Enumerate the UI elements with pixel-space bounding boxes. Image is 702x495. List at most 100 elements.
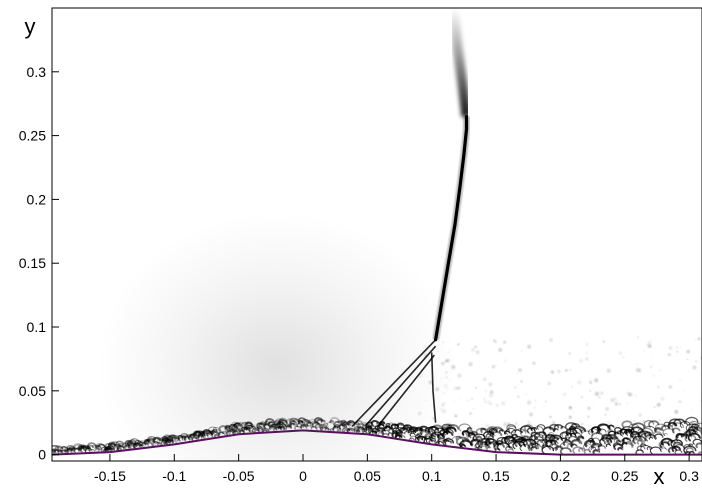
boundary-layer-eddy xyxy=(66,445,75,451)
boundary-layer-eddy xyxy=(491,431,503,439)
flow-speckle xyxy=(594,391,600,396)
flow-speckle xyxy=(443,392,446,395)
flow-speckle xyxy=(514,422,518,425)
flow-speckle xyxy=(674,410,679,415)
boundary-layer-eddy xyxy=(461,438,468,443)
flow-speckle xyxy=(659,369,662,372)
flow-speckle xyxy=(643,349,646,352)
boundary-layer-eddy xyxy=(390,423,399,429)
boundary-layer-eddy xyxy=(371,427,379,433)
flow-speckle xyxy=(686,358,688,361)
boundary-layer-eddy xyxy=(559,447,572,455)
flow-speckle xyxy=(503,340,507,344)
flow-speckle xyxy=(447,422,452,427)
boundary-layer-eddy xyxy=(585,441,594,447)
boundary-layer-eddy xyxy=(225,430,235,436)
boundary-layer-eddy xyxy=(572,425,586,435)
boundary-layer-eddy xyxy=(546,440,553,445)
flow-speckle xyxy=(475,386,478,389)
boundary-layer-eddy xyxy=(520,430,530,437)
boundary-layer-eddy xyxy=(470,431,478,436)
boundary-layer-eddy xyxy=(333,420,343,428)
boundary-layer-eddy xyxy=(358,426,365,431)
flow-speckle xyxy=(447,388,449,390)
boundary-layer-eddy xyxy=(289,423,299,429)
flow-speckle xyxy=(658,419,661,422)
boundary-layer-eddy xyxy=(332,425,339,430)
boundary-layer-eddy xyxy=(358,428,365,433)
boundary-layer-eddy xyxy=(70,447,76,452)
boundary-layer-eddy xyxy=(143,439,150,444)
boundary-layer-eddy xyxy=(692,438,702,445)
boundary-layer-eddy xyxy=(256,422,265,429)
boundary-layer-eddy xyxy=(572,446,584,454)
boundary-layer-eddy xyxy=(445,440,452,445)
boundary-layer-eddy xyxy=(197,433,203,438)
boundary-layer-eddy xyxy=(415,434,422,439)
boundary-layer-eddy xyxy=(391,431,401,439)
boundary-layer-eddy xyxy=(145,439,150,443)
boundary-layer-eddy xyxy=(571,439,582,447)
boundary-layer-eddy xyxy=(434,434,441,440)
boundary-layer-eddy xyxy=(341,427,351,434)
flow-speckle xyxy=(441,361,445,366)
boundary-layer-eddy xyxy=(68,446,74,450)
boundary-layer-eddy xyxy=(229,429,236,434)
flow-speckle xyxy=(528,423,532,427)
lambda-shock-foot xyxy=(376,354,435,427)
flow-speckle xyxy=(596,424,598,427)
main-shock-halo xyxy=(432,116,470,341)
boundary-layer-eddy xyxy=(603,437,616,445)
boundary-layer-eddy xyxy=(410,435,417,441)
boundary-layer-eddy xyxy=(97,448,104,453)
boundary-layer-eddy xyxy=(329,428,335,432)
boundary-layer-eddy xyxy=(170,435,177,440)
boundary-layer-eddy xyxy=(643,425,656,435)
boundary-layer-eddy xyxy=(95,445,102,450)
boundary-layer-eddy xyxy=(589,439,595,444)
boundary-layer-eddy xyxy=(156,442,162,446)
boundary-layer-eddy xyxy=(475,427,487,436)
boundary-layer-eddy xyxy=(433,427,446,436)
boundary-layer-eddy xyxy=(475,435,483,441)
boundary-layer-eddy xyxy=(79,445,87,451)
boundary-layer-eddy xyxy=(505,445,513,452)
boundary-layer-eddy xyxy=(621,420,633,428)
lambda-shock-foot xyxy=(430,352,437,423)
boundary-layer-eddy xyxy=(623,437,628,442)
flow-speckle xyxy=(495,403,499,407)
flow-speckle xyxy=(494,364,497,367)
flow-speckle xyxy=(605,407,609,411)
boundary-layer-eddy xyxy=(211,431,220,438)
boundary-layer-eddy xyxy=(127,442,137,449)
boundary-layer-eddy xyxy=(645,434,656,442)
boundary-layer-eddy xyxy=(143,440,152,445)
y-tick-label: 0.15 xyxy=(19,255,46,271)
boundary-layer-eddy xyxy=(218,425,228,432)
boundary-layer-eddy xyxy=(570,432,576,437)
boundary-layer-eddy xyxy=(289,422,295,427)
boundary-layer-eddy xyxy=(685,447,694,453)
flow-speckle xyxy=(489,390,494,394)
boundary-layer-eddy xyxy=(504,435,515,443)
boundary-layer-eddy xyxy=(143,439,149,443)
flow-speckle xyxy=(467,399,470,402)
flow-speckle xyxy=(439,407,443,411)
flow-speckle xyxy=(419,374,422,378)
boundary-layer-eddy xyxy=(648,436,653,440)
boundary-layer-eddy xyxy=(381,429,390,436)
boundary-layer-eddy xyxy=(145,438,151,443)
boundary-layer-eddy xyxy=(238,428,244,432)
boundary-layer-eddy xyxy=(361,423,370,429)
boundary-layer-eddy xyxy=(71,447,81,453)
boundary-layer-eddy xyxy=(54,449,60,454)
boundary-layer-eddy xyxy=(462,430,470,436)
boundary-layer-eddy xyxy=(520,439,527,444)
boundary-layer-eddy xyxy=(144,440,151,446)
y-tick-label: 0.05 xyxy=(19,383,46,399)
flow-speckle xyxy=(529,412,534,417)
boundary-layer-eddy xyxy=(268,426,276,432)
boundary-layer-eddy xyxy=(584,439,596,448)
boundary-layer-eddy xyxy=(94,444,102,451)
boundary-layer-eddy xyxy=(76,447,81,451)
